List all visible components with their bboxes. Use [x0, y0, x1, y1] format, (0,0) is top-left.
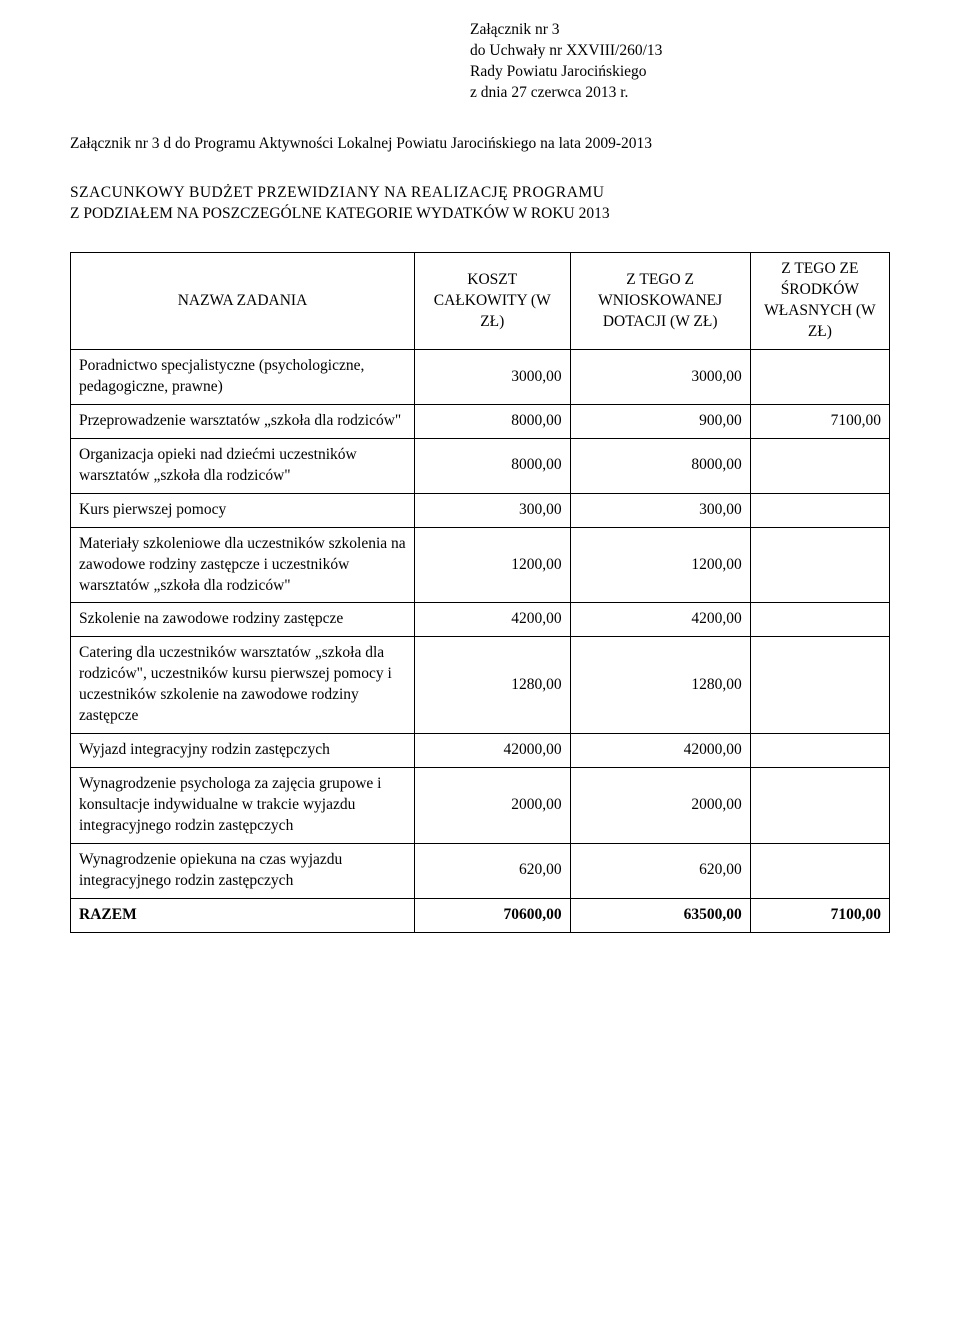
budget-title-line1: SZACUNKOWY BUDŻET PRZEWIDZIANY NA REALIZ… [70, 183, 890, 204]
header-line4: z dnia 27 czerwca 2013 r. [470, 83, 890, 104]
cell-own [750, 603, 889, 637]
cell-grant: 8000,00 [570, 438, 750, 493]
cell-name: Poradnictwo specjalistyczne (psychologic… [71, 350, 415, 405]
table-row: Przeprowadzenie warsztatów „szkoła dla r… [71, 404, 890, 438]
budget-title: SZACUNKOWY BUDŻET PRZEWIDZIANY NA REALIZ… [70, 183, 890, 225]
cell-cost: 1200,00 [414, 527, 570, 603]
cell-name: Wynagrodzenie psychologa za zajęcia grup… [71, 767, 415, 843]
col-header-grant: Z TEGO Z WNIOSKOWANEJ DOTACJI (W ZŁ) [570, 253, 750, 350]
budget-title-line2: Z PODZIAŁEM NA POSZCZEGÓLNE KATEGORIE WY… [70, 204, 890, 225]
cell-cost: 42000,00 [414, 734, 570, 768]
cell-own [750, 493, 889, 527]
cell-grant: 300,00 [570, 493, 750, 527]
header-line1: Załącznik nr 3 [470, 20, 890, 41]
cell-own [750, 843, 889, 898]
cell-grant: 1200,00 [570, 527, 750, 603]
attachment-header: Załącznik nr 3 do Uchwały nr XXVIII/260/… [470, 20, 890, 104]
cell-own [750, 637, 889, 734]
total-grant: 63500,00 [570, 898, 750, 932]
cell-cost: 620,00 [414, 843, 570, 898]
cell-cost: 4200,00 [414, 603, 570, 637]
cell-own [750, 527, 889, 603]
table-total-row: RAZEM70600,0063500,007100,00 [71, 898, 890, 932]
cell-cost: 8000,00 [414, 438, 570, 493]
cell-cost: 1280,00 [414, 637, 570, 734]
cell-cost: 300,00 [414, 493, 570, 527]
table-row: Wynagrodzenie psychologa za zajęcia grup… [71, 767, 890, 843]
cell-name: Szkolenie na zawodowe rodziny zastępcze [71, 603, 415, 637]
cell-name: Materiały szkoleniowe dla uczestników sz… [71, 527, 415, 603]
cell-name: Catering dla uczestników warsztatów „szk… [71, 637, 415, 734]
col-header-cost: KOSZT CAŁKOWITY (W ZŁ) [414, 253, 570, 350]
table-row: Wynagrodzenie opiekuna na czas wyjazdu i… [71, 843, 890, 898]
col-header-name: NAZWA ZADANIA [71, 253, 415, 350]
total-cost: 70600,00 [414, 898, 570, 932]
header-line2: do Uchwały nr XXVIII/260/13 [470, 41, 890, 62]
cell-grant: 42000,00 [570, 734, 750, 768]
budget-table: NAZWA ZADANIA KOSZT CAŁKOWITY (W ZŁ) Z T… [70, 252, 890, 932]
cell-grant: 4200,00 [570, 603, 750, 637]
cell-own: 7100,00 [750, 404, 889, 438]
table-row: Szkolenie na zawodowe rodziny zastępcze4… [71, 603, 890, 637]
table-header-row: NAZWA ZADANIA KOSZT CAŁKOWITY (W ZŁ) Z T… [71, 253, 890, 350]
cell-cost: 2000,00 [414, 767, 570, 843]
table-row: Catering dla uczestników warsztatów „szk… [71, 637, 890, 734]
cell-name: Organizacja opieki nad dziećmi uczestnik… [71, 438, 415, 493]
cell-name: Przeprowadzenie warsztatów „szkoła dla r… [71, 404, 415, 438]
col-header-own: Z TEGO ZE ŚRODKÓW WŁASNYCH (W ZŁ) [750, 253, 889, 350]
cell-grant: 900,00 [570, 404, 750, 438]
cell-grant: 3000,00 [570, 350, 750, 405]
cell-name: Kurs pierwszej pomocy [71, 493, 415, 527]
table-row: Poradnictwo specjalistyczne (psychologic… [71, 350, 890, 405]
cell-name: Wyjazd integracyjny rodzin zastępczych [71, 734, 415, 768]
table-row: Materiały szkoleniowe dla uczestników sz… [71, 527, 890, 603]
cell-grant: 2000,00 [570, 767, 750, 843]
cell-own [750, 767, 889, 843]
cell-grant: 620,00 [570, 843, 750, 898]
cell-cost: 3000,00 [414, 350, 570, 405]
intro-paragraph: Załącznik nr 3 d do Programu Aktywności … [70, 134, 890, 155]
total-label: RAZEM [71, 898, 415, 932]
total-own: 7100,00 [750, 898, 889, 932]
cell-cost: 8000,00 [414, 404, 570, 438]
table-row: Kurs pierwszej pomocy300,00300,00 [71, 493, 890, 527]
cell-name: Wynagrodzenie opiekuna na czas wyjazdu i… [71, 843, 415, 898]
table-body: Poradnictwo specjalistyczne (psychologic… [71, 350, 890, 932]
table-row: Wyjazd integracyjny rodzin zastępczych42… [71, 734, 890, 768]
cell-grant: 1280,00 [570, 637, 750, 734]
table-row: Organizacja opieki nad dziećmi uczestnik… [71, 438, 890, 493]
cell-own [750, 350, 889, 405]
cell-own [750, 734, 889, 768]
cell-own [750, 438, 889, 493]
header-line3: Rady Powiatu Jarocińskiego [470, 62, 890, 83]
